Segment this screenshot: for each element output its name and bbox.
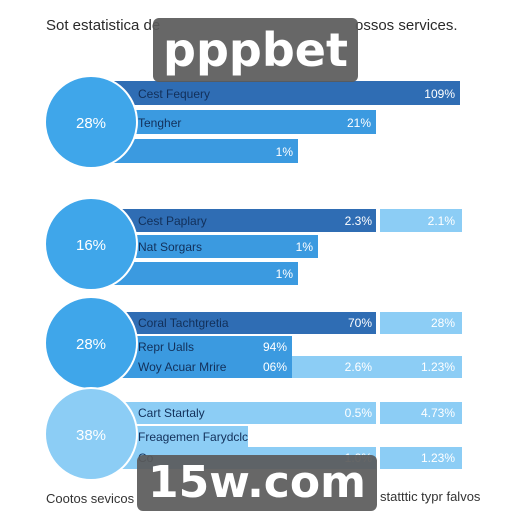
badge-label-g4: 38% [76, 427, 106, 444]
bar-label-g1-r1: Cest Fequery [138, 87, 210, 101]
bar-value-g2-r3: 1% [276, 267, 294, 281]
bar-value-g1-r3: 1% [276, 145, 294, 159]
bar-g1-r1 [108, 81, 460, 105]
bar-label-g3-r1: Coral Tachtgretia [138, 316, 229, 330]
bar-label-g2-r1: Cest Paplary [138, 214, 207, 228]
extra-bar-g3-1 [380, 312, 462, 334]
badge-label-g2: 16% [76, 237, 106, 254]
extra-value-g3-r1-1: 28% [431, 316, 455, 330]
watermark-top: pppbet [153, 18, 358, 82]
bar-g3-r2 [108, 336, 292, 358]
extra-value-g2-r1-1: 2.1% [428, 214, 456, 228]
badge-circle-g4 [44, 387, 138, 481]
bar-label-g1-r2: Tengher [138, 116, 181, 130]
bar-value-g3-r1: 70% [348, 316, 372, 330]
bar-label-g3-r3: Woy Acuar Mrire [138, 360, 227, 374]
bar-value-g1-r1: 109% [424, 87, 455, 101]
bar-value-g3-r2: 94% [263, 340, 287, 354]
extra-value-g4-r3-1: 1.23% [421, 451, 455, 465]
bar-g2-r2 [108, 235, 318, 258]
bar-g1-r3 [108, 139, 298, 163]
bar-g2-r1 [108, 209, 376, 232]
bar-g2-r3 [108, 262, 298, 285]
bar-g4-r1 [108, 402, 376, 424]
bar-value-g2-r2: 1% [296, 240, 314, 254]
extra-bar-g4-2 [380, 447, 462, 469]
extra-bar-g2-1 [380, 209, 462, 232]
chart-title-right: ossos services. [355, 17, 458, 34]
extra-bar-g3-2 [292, 356, 462, 378]
footer-left-text: Cootos sevicos [46, 491, 135, 506]
bar-value-g3-r3: 06% [263, 360, 287, 374]
bar-label-g2-r2: Nat Sorgars [138, 240, 202, 254]
bar-value-g1-r2: 21% [347, 116, 371, 130]
bar-value-g4-r1: 0.5% [345, 406, 373, 420]
extra-bar-g4-1 [380, 402, 462, 424]
watermark-bottom: 15w.com [137, 455, 377, 511]
badge-circle-g2 [44, 197, 138, 291]
bar-g4-r2 [108, 426, 248, 448]
footer-right-text: statttic typr falvos [380, 489, 481, 504]
bar-label-g4-r2: Freagemen Farydclc [138, 430, 248, 444]
extra-value-g3-r3-2: 1.23% [421, 360, 455, 374]
bar-g1-r2 [108, 110, 376, 134]
bar-value-g2-r1: 2.3% [345, 214, 373, 228]
chart-title-left: Sot estatistica de [46, 17, 161, 34]
badge-label-g1: 28% [76, 115, 106, 132]
badge-label-g3: 28% [76, 336, 106, 353]
badge-circle-g1 [44, 75, 138, 169]
bar-label-g4-r1: Cart Startaly [138, 406, 205, 420]
bar-g3-r1 [108, 312, 376, 334]
extra-value-g3-r3-1: 2.6% [345, 360, 373, 374]
bar-label-g3-r2: Repr Ualls [138, 340, 194, 354]
bar-g3-r3 [108, 356, 292, 378]
extra-value-g4-r1-1: 4.73% [421, 406, 455, 420]
